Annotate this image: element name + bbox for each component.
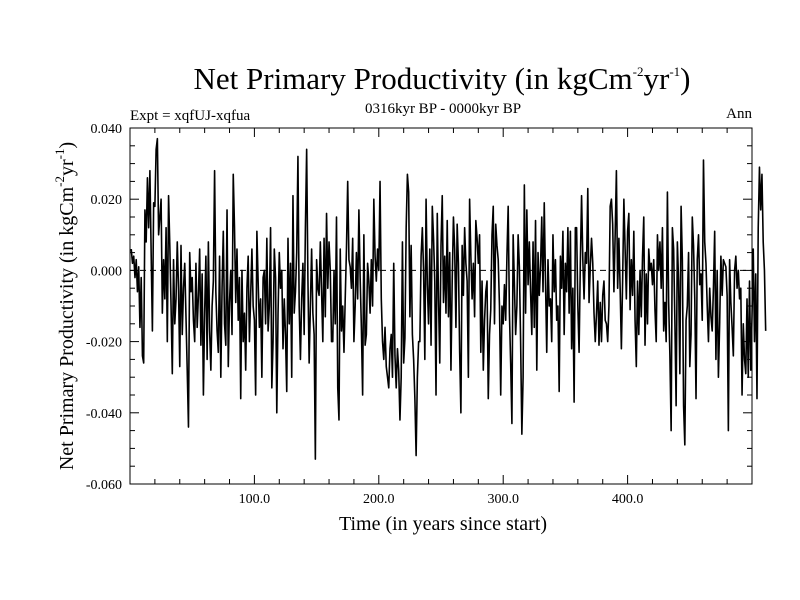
y-tick-label: 0.040 [91,122,123,137]
y-tick-label: 0.020 [91,193,123,208]
chart-title: Net Primary Productivity (in kgCm-2yr-1) [194,61,691,96]
x-axis: 100.0 200.0 300.0 400.0 [154,128,728,507]
x-tick-label: 200.0 [363,492,395,507]
y-axis: -0.060 -0.040 -0.020 0.000 0.020 0.040 [86,122,752,493]
y-tick-label: 0.000 [91,264,123,279]
series-line-npp [130,137,767,460]
x-tick-label: 400.0 [612,492,644,507]
subtitle-season: Ann [726,106,752,122]
x-tick-label: 300.0 [487,492,519,507]
x-tick-label: 100.0 [239,492,271,507]
x-axis-label: Time (in years since start) [339,513,547,535]
subtitle-experiment: Expt = xqfUJ-xqfua [130,108,250,124]
y-axis-label: Net Primary Productivity (in kgCm-2yr-1) [52,142,78,470]
y-tick-label: -0.020 [86,336,122,351]
y-tick-label: -0.060 [86,478,122,493]
y-tick-label: -0.040 [86,407,122,422]
subtitle-period: 0316kyr BP - 0000kyr BP [365,101,521,117]
